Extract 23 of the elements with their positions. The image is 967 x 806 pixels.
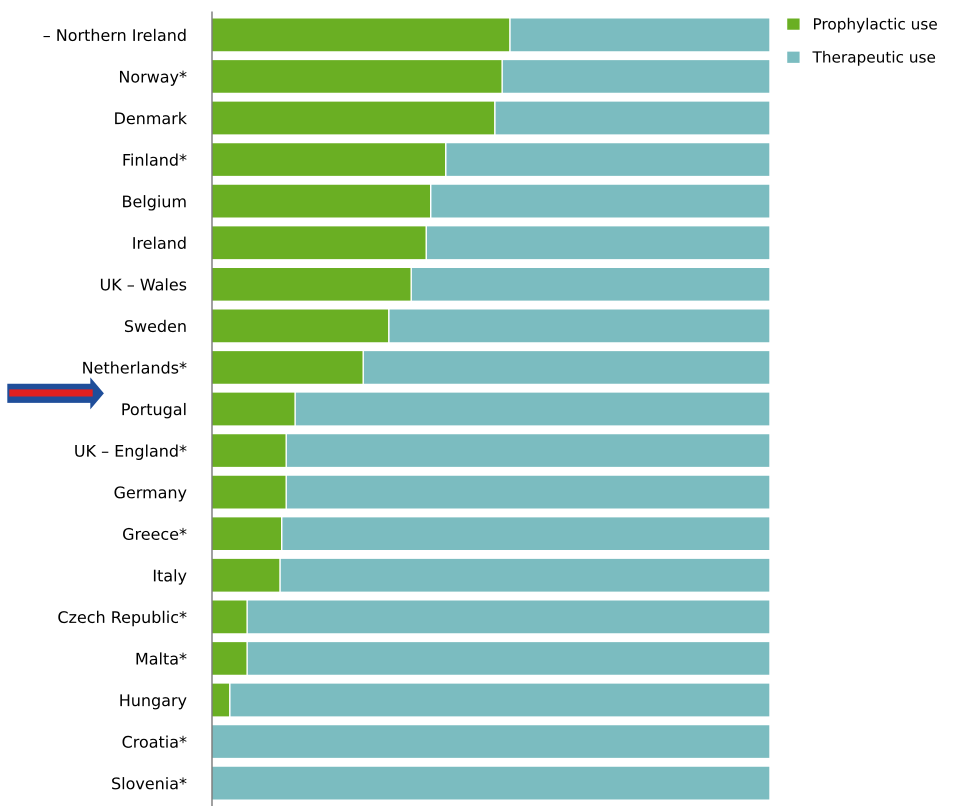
y-tick-label: Norway* bbox=[120, 70, 187, 86]
y-tick-label: Portugal bbox=[122, 402, 186, 418]
y-tick-label: UK – England* bbox=[75, 444, 187, 460]
y-tick-label: Hungary bbox=[120, 694, 187, 710]
y-tick-label: Netherlands* bbox=[83, 361, 187, 374]
bar bbox=[212, 765, 770, 801]
y-tick-label: Belgium bbox=[123, 195, 186, 211]
legend-label: Therapeutic use bbox=[812, 50, 936, 66]
y-tick-label: Ireland bbox=[133, 236, 186, 250]
y-tick-label: Malta* bbox=[136, 652, 187, 665]
y-tick-label: Finland* bbox=[124, 154, 187, 166]
y-tick-label: Germany bbox=[114, 486, 187, 502]
y-tick-label: Sweden bbox=[124, 320, 186, 332]
y-tick-label: Denmark bbox=[115, 112, 187, 124]
y-tick-label: – Northern Ireland bbox=[44, 28, 186, 42]
y-tick-label: Greece* bbox=[123, 528, 187, 540]
bar bbox=[212, 724, 770, 760]
y-tick-label: Slovenia* bbox=[112, 777, 187, 790]
legend-label: Prophylactic use bbox=[814, 18, 937, 33]
y-tick-label: Italy bbox=[154, 569, 187, 585]
y-tick-label: Czech Republic* bbox=[58, 610, 187, 626]
y-tick-label: Croatia* bbox=[122, 735, 187, 748]
y-tick-label: UK – Wales bbox=[100, 278, 186, 291]
